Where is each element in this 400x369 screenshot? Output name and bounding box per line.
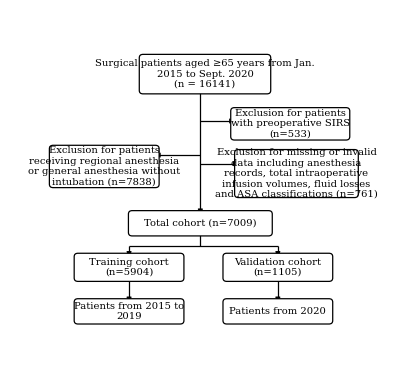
Text: Total cohort (n=7009): Total cohort (n=7009) <box>144 219 257 228</box>
FancyBboxPatch shape <box>235 149 358 197</box>
FancyBboxPatch shape <box>139 54 271 94</box>
Text: Patients from 2020: Patients from 2020 <box>230 307 326 316</box>
FancyBboxPatch shape <box>74 299 184 324</box>
Text: Exclusion for patients
with preoperative SIRS
(n=533): Exclusion for patients with preoperative… <box>231 109 350 139</box>
FancyBboxPatch shape <box>223 299 333 324</box>
Text: Exclusion for patients
receiving regional anesthesia
or general anesthesia witho: Exclusion for patients receiving regiona… <box>28 146 180 187</box>
Text: Validation cohort
(n=1105): Validation cohort (n=1105) <box>234 258 321 277</box>
FancyBboxPatch shape <box>223 253 333 282</box>
FancyBboxPatch shape <box>74 253 184 282</box>
FancyBboxPatch shape <box>49 145 159 187</box>
FancyBboxPatch shape <box>128 211 272 236</box>
Text: Surgical patients aged ≥65 years from Jan.
2015 to Sept. 2020
(n = 16141): Surgical patients aged ≥65 years from Ja… <box>95 59 315 89</box>
Text: Training cohort
(n=5904): Training cohort (n=5904) <box>89 258 169 277</box>
FancyBboxPatch shape <box>231 108 350 140</box>
Text: Exclusion for missing or invalid
data including anesthesia
records, total intrao: Exclusion for missing or invalid data in… <box>215 148 378 199</box>
Text: Patients from 2015 to
2019: Patients from 2015 to 2019 <box>74 302 184 321</box>
